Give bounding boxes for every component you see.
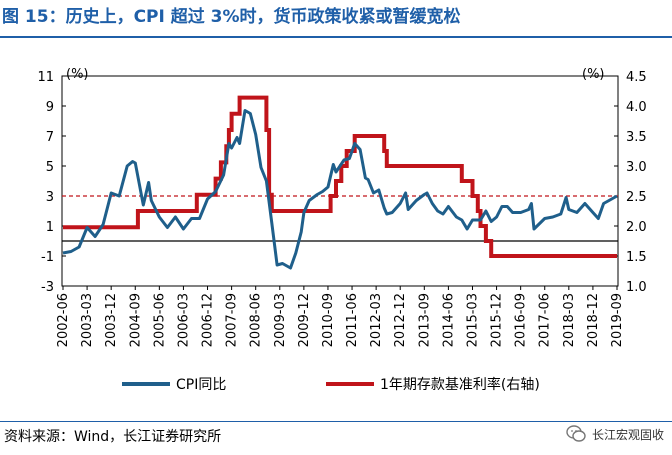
left-tick-label: 3 <box>46 190 54 205</box>
x-tick-label: 2006-03 <box>176 293 191 347</box>
x-axis: 2002-06 2003-03 2003-12 2004-09 2005-06 2006-… <box>56 286 625 347</box>
x-tick-label: 2005-06 <box>152 293 167 347</box>
x-tick-label: 2011-06 <box>345 293 360 347</box>
x-tick-label: 2017-06 <box>538 293 553 347</box>
x-tick-label: 2008-06 <box>249 293 264 347</box>
x-tick-label: 2013-09 <box>417 293 432 347</box>
left-tick-label: 1 <box>46 220 54 235</box>
right-tick-label: 3.0 <box>626 160 647 175</box>
left-tick-label: 7 <box>46 130 54 145</box>
legend: CPI同比 1年期存款基准利率(右轴) <box>122 376 540 393</box>
title-divider <box>0 36 672 38</box>
x-tick-label: 2009-03 <box>273 293 288 347</box>
left-tick-label: -1 <box>41 250 54 265</box>
x-tick-label: 2009-12 <box>297 293 312 347</box>
chart-svg: 11 9 7 5 3 1 -1 -3 4.5 4.0 3.5 3.0 2.5 2.0 1.5 1.0 200… <box>37 67 647 393</box>
right-tick-label: 2.5 <box>626 190 647 205</box>
right-tick-label: 2.0 <box>626 220 647 235</box>
series-line-cpi <box>62 109 618 270</box>
x-tick-label: 2003-12 <box>104 293 119 347</box>
plot-frame <box>61 75 619 287</box>
legend-label-cpi: CPI同比 <box>176 377 226 393</box>
wechat-icon <box>566 425 586 442</box>
x-tick-label: 2003-03 <box>80 293 95 347</box>
watermark-text: 长江宏观固收 <box>591 427 664 442</box>
x-tick-label: 2019-09 <box>610 293 625 347</box>
footer-divider <box>0 421 672 422</box>
right-tick-label: 1.5 <box>626 250 647 265</box>
right-axis: 4.5 4.0 3.5 3.0 2.5 2.0 1.5 1.0 <box>614 70 647 295</box>
right-tick-label: 4.5 <box>626 70 647 85</box>
series-line-rate <box>63 95 617 258</box>
x-tick-label: 2010-09 <box>321 293 336 347</box>
source-note: 资料来源：Wind，长江证券研究所 <box>4 429 222 445</box>
series-layer <box>62 95 618 270</box>
left-tick-label: 9 <box>46 100 54 115</box>
x-tick-label: 2006-12 <box>201 293 216 347</box>
left-tick-label: -3 <box>41 280 54 295</box>
x-tick-label: 2014-06 <box>441 293 456 347</box>
x-tick-label: 2002-06 <box>56 293 71 347</box>
left-tick-label: 11 <box>37 70 54 85</box>
x-tick-label: 2012-12 <box>393 293 408 347</box>
right-axis-unit: (%) <box>582 67 605 82</box>
left-axis: 11 9 7 5 3 1 -1 -3 <box>37 70 66 295</box>
plot-area <box>61 75 619 287</box>
right-tick-label: 1.0 <box>626 280 647 295</box>
left-tick-label: 5 <box>46 160 54 175</box>
chart-title: 图 15：历史上，CPI 超过 3%时，货币政策收紧或暂缓宽松 <box>2 7 461 27</box>
x-tick-label: 2015-12 <box>490 293 505 347</box>
x-tick-label: 2007-09 <box>225 293 240 347</box>
watermark: 长江宏观固收 <box>566 420 664 448</box>
right-tick-label: 4.0 <box>626 100 647 115</box>
x-tick-label: 2015-03 <box>465 293 480 347</box>
left-axis-unit: (%) <box>66 67 89 82</box>
legend-label-rate: 1年期存款基准利率(右轴) <box>380 376 540 393</box>
right-tick-label: 3.5 <box>626 130 647 145</box>
x-tick-label: 2004-09 <box>128 293 143 347</box>
x-tick-label: 2018-03 <box>562 293 577 347</box>
x-tick-label: 2016-09 <box>514 293 529 347</box>
x-tick-label: 2012-03 <box>369 293 384 347</box>
x-tick-label: 2018-12 <box>586 293 601 347</box>
